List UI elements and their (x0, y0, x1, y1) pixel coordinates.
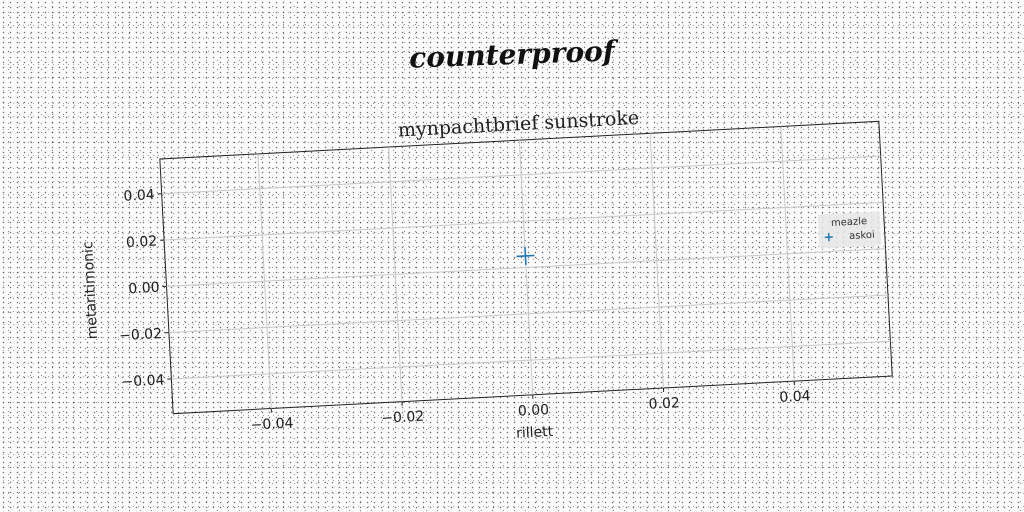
y-grid-line (161, 155, 881, 195)
x-tick-label: −0.04 (250, 415, 294, 433)
x-axis: −0.04 −0.02 0.00 0.02 0.04 (250, 381, 811, 434)
y-grid-line (168, 294, 888, 334)
y-grid-line (164, 201, 884, 241)
y-tick-label: 0.04 (123, 187, 155, 205)
x-tick-label: 0.00 (518, 402, 550, 420)
chart-plot: −0.04 −0.02 0.00 0.02 0.04 −0.04 −0.02 0.00 0.0… (80, 107, 893, 442)
y-tick-label: 0.02 (126, 233, 158, 251)
data-point (516, 246, 535, 265)
y-grid-line (166, 248, 886, 287)
x-tick-label: −0.02 (381, 409, 425, 427)
y-axis-label: metaritimonic (80, 241, 101, 340)
y-axis: −0.04 −0.02 0.00 0.02 0.04 (119, 187, 172, 391)
data-series (516, 246, 535, 265)
x-tick-label: 0.04 (779, 388, 811, 406)
legend-label: askoi (849, 230, 875, 242)
y-tick-label: 0.00 (128, 280, 160, 298)
legend-title: meazle (831, 216, 868, 229)
y-grid-line (171, 340, 891, 380)
legend-entry: askoi (824, 230, 875, 242)
x-axis-label: rillett (516, 424, 554, 442)
legend-box (817, 211, 882, 249)
y-tick-label: −0.02 (119, 326, 163, 344)
chart-title: mynpachtbrief sunstroke (397, 107, 639, 142)
x-tick-label: 0.02 (648, 395, 680, 413)
legend: meazle askoi (817, 211, 882, 249)
legend-entries: askoi (824, 230, 875, 242)
y-tick-label: −0.04 (121, 372, 165, 390)
grid (161, 126, 891, 409)
